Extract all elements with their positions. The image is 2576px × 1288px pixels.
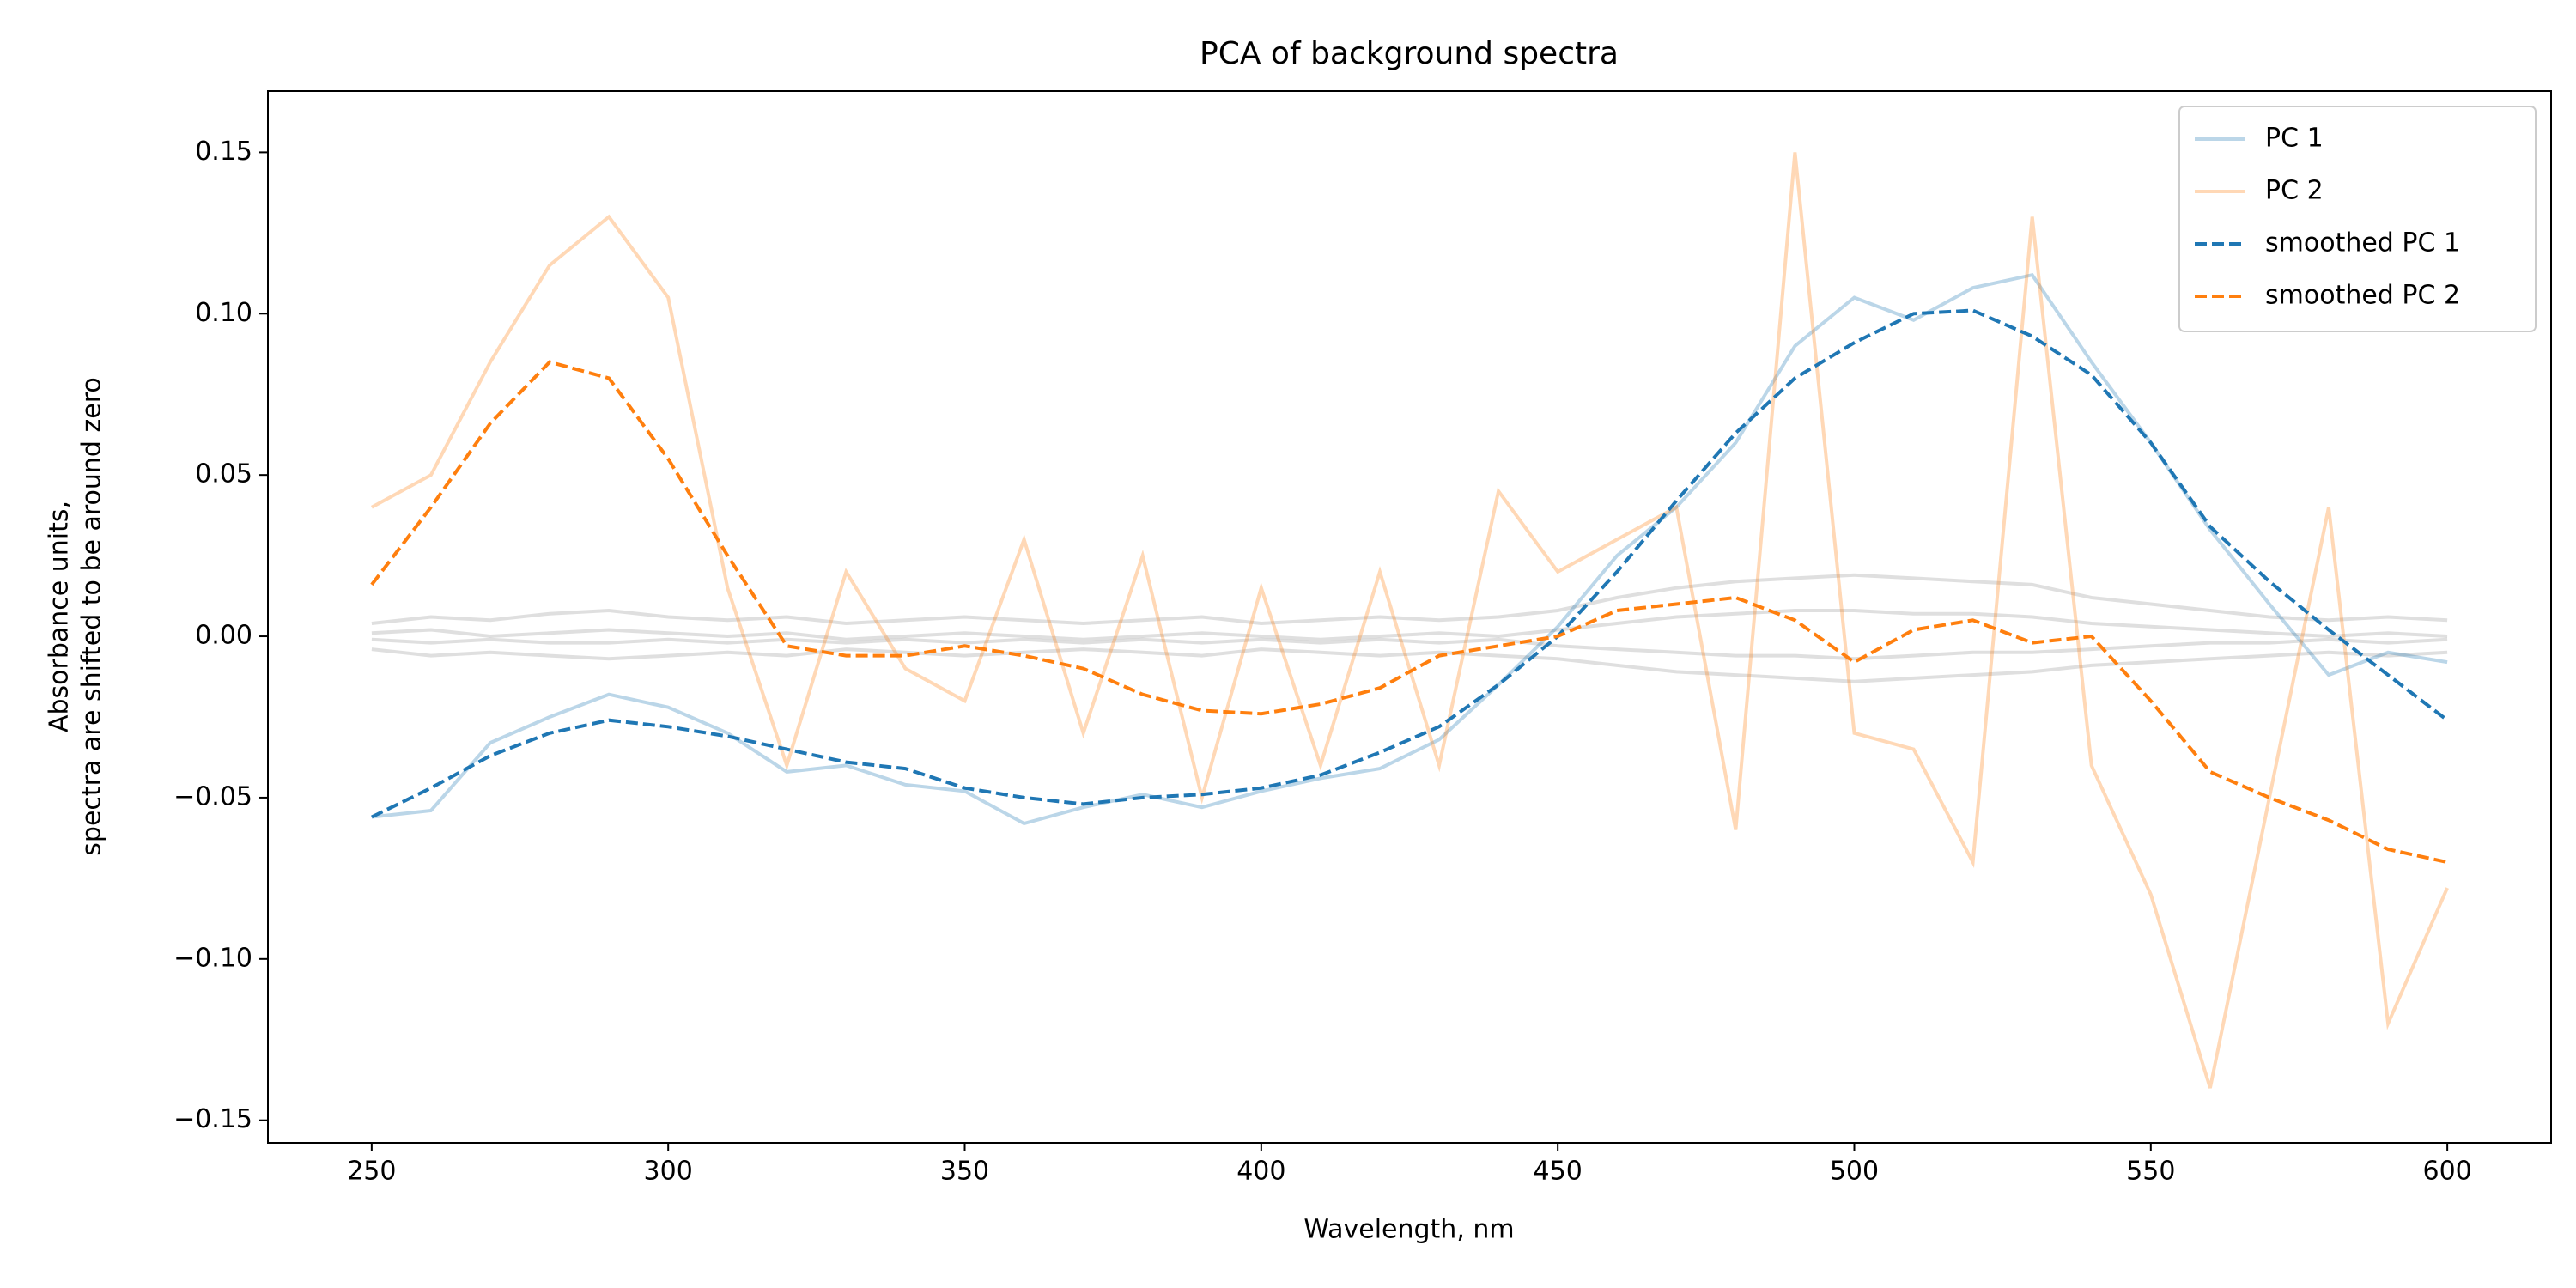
series-line <box>371 308 2449 819</box>
x-axis-label: Wavelength, nm <box>1303 1215 1514 1245</box>
plot-frame <box>267 90 2552 1144</box>
x-tick-label: 400 <box>1236 1157 1285 1187</box>
x-tick-label: 300 <box>644 1157 693 1187</box>
y-tick-label: 0.10 <box>195 298 252 328</box>
y-tick-label: −0.15 <box>173 1104 252 1134</box>
y-tick-label: 0.00 <box>195 621 252 651</box>
legend-label: smoothed PC 1 <box>2265 228 2460 258</box>
legend-box <box>2178 106 2537 332</box>
y-tick-label: −0.10 <box>173 943 252 973</box>
series-line <box>371 272 2448 826</box>
y-axis-label-line: Absorbance units, <box>45 501 75 732</box>
chart-title: PCA of background spectra <box>1200 36 1619 71</box>
y-tick-label: 0.15 <box>195 137 252 167</box>
legend-label: PC 1 <box>2265 124 2324 154</box>
y-axis-label-line: spectra are shifted to be around zero <box>77 377 107 855</box>
y-tick-label: −0.05 <box>173 781 252 811</box>
x-tick-label: 550 <box>2126 1157 2175 1187</box>
x-tick-label: 450 <box>1534 1157 1583 1187</box>
series-line <box>371 573 2448 626</box>
y-axis-label: Absorbance units, spectra are shifted to… <box>45 377 107 855</box>
y-tick-label: 0.05 <box>195 459 252 489</box>
series-line <box>370 360 2448 865</box>
legend-label: smoothed PC 2 <box>2265 281 2460 311</box>
series-line <box>371 647 2448 683</box>
x-tick-label: 350 <box>940 1157 989 1187</box>
x-tick-label: 600 <box>2423 1157 2472 1187</box>
legend-label: PC 2 <box>2265 176 2324 206</box>
series-line <box>371 609 2448 641</box>
x-tick-label: 500 <box>1830 1157 1879 1187</box>
x-tick-label: 250 <box>347 1157 396 1187</box>
